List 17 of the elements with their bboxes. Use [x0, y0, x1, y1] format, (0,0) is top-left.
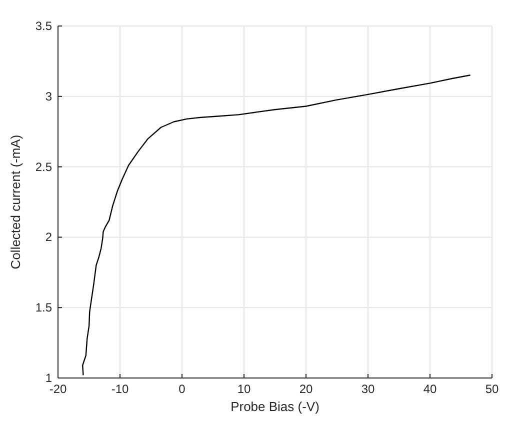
x-tick-label: -20 — [49, 382, 67, 396]
y-tick-label: 1 — [45, 371, 52, 385]
line-series — [82, 74, 471, 376]
x-tick-label: 10 — [237, 382, 251, 396]
x-axis-title: Probe Bias (-V) — [230, 399, 320, 414]
y-tick-label: 2 — [45, 230, 52, 244]
y-axis-title: Collected current (-mA) — [8, 134, 23, 270]
x-tick-label: 30 — [361, 382, 375, 396]
y-tick-label: 1.5 — [35, 300, 52, 315]
x-tick-label: 0 — [178, 382, 186, 396]
x-tick-label: -10 — [111, 382, 129, 396]
x-tick-label: 20 — [299, 382, 313, 396]
y-tick-label: 3.5 — [35, 19, 52, 33]
x-tick-label: 50 — [485, 382, 499, 396]
x-tick-label: 40 — [423, 382, 437, 396]
y-tick-label: 3 — [45, 89, 52, 104]
y-tick-label: 2.5 — [35, 160, 52, 174]
